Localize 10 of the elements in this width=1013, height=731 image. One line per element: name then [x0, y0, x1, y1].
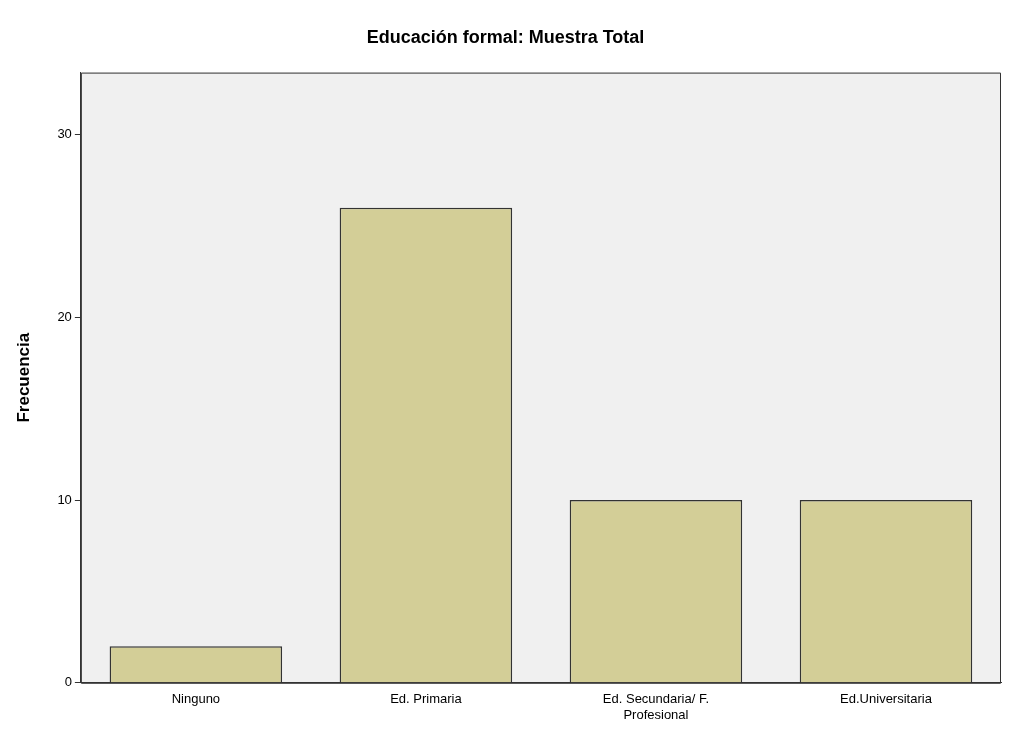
y-tick-label: 0	[64, 674, 72, 690]
chart-title: Educación formal: Muestra Total	[366, 26, 645, 47]
y-tick-label: 20	[57, 308, 72, 324]
y-tick-label: 10	[57, 491, 72, 507]
y-axis-title: Frecuencia	[13, 332, 33, 423]
y-tick-label: 30	[57, 126, 72, 142]
x-tick-label: Ed. Secundaria/ F. Profesional	[602, 691, 710, 722]
x-tick-label: Ed. Primaria	[390, 691, 463, 707]
x-tick-label: Ninguno	[171, 691, 221, 707]
x-tick-label: Ed.Universitaria	[840, 691, 933, 707]
